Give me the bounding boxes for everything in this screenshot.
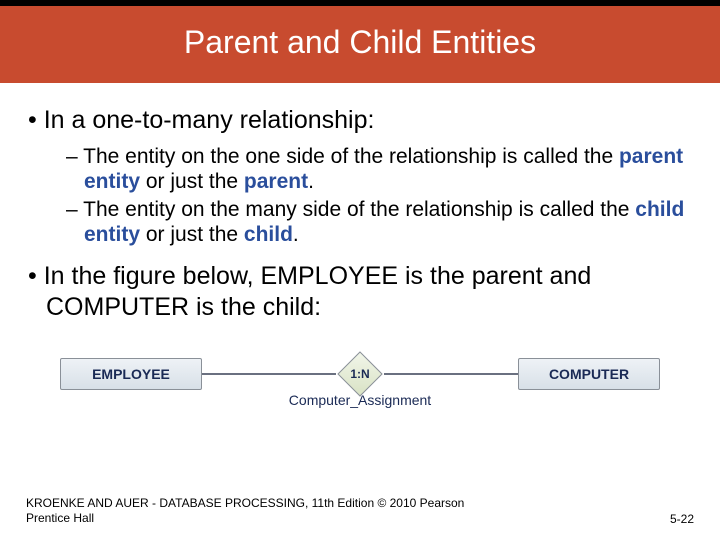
relationship-label: Computer_Assignment [289,392,431,408]
text-run: The entity on the one side of the relati… [83,145,619,168]
slide-title: Parent and Child Entities [0,0,720,83]
text-run: or just the [140,170,244,193]
text-run: . [308,170,314,193]
bullet-2: In the figure below, EMPLOYEE is the par… [46,261,692,324]
sub-bullet-list: The entity on the one side of the relati… [84,144,692,247]
bold-term: child [244,223,293,246]
slide-footer: KROENKE AND AUER - DATABASE PROCESSING, … [26,496,694,526]
slide-body: In a one-to-many relationship: The entit… [0,83,720,398]
entity-computer: COMPUTER [518,358,660,390]
sub-bullet-2: The entity on the many side of the relat… [84,197,692,247]
entity-employee: EMPLOYEE [60,358,202,390]
connector-right [384,373,518,375]
text-run: or just the [140,223,244,246]
connector-left [202,373,336,375]
text-run: The entity on the many side of the relat… [83,198,635,221]
footer-citation: KROENKE AND AUER - DATABASE PROCESSING, … [26,496,466,526]
bullet-1: In a one-to-many relationship: [46,105,692,136]
sub-bullet-1: The entity on the one side of the relati… [84,144,692,194]
bold-term: parent [244,170,308,193]
text-run: . [293,223,299,246]
relationship-diamond: 1:N [336,350,384,398]
cardinality-label: 1:N [350,367,369,381]
page-number: 5-22 [670,512,694,526]
er-diagram: EMPLOYEE 1:N COMPUTER Computer_Assignmen… [60,350,660,398]
